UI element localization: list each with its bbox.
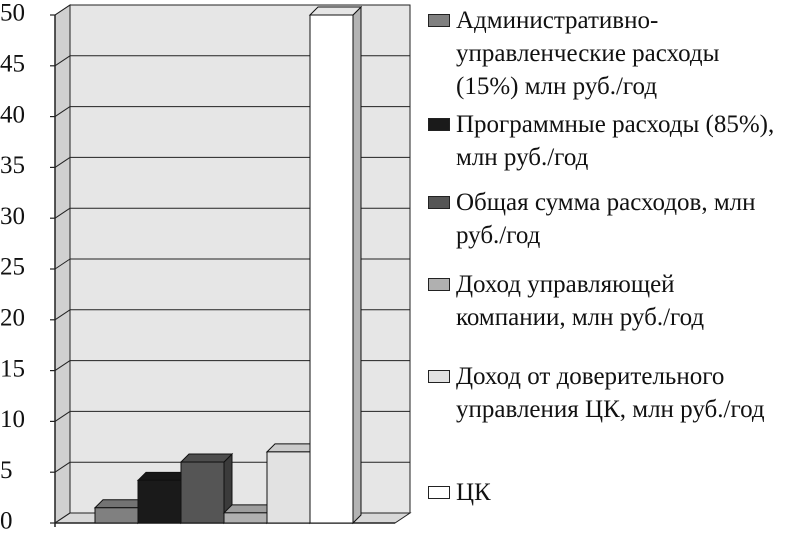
grid-line xyxy=(54,156,71,168)
bar-front xyxy=(137,479,182,524)
legend-label: Доход управляющей компании, млн руб./год xyxy=(456,271,705,331)
y-tick-label: 5 xyxy=(0,457,13,484)
legend-swatch xyxy=(428,486,450,499)
legend-item: Административно-управленческие расходы (… xyxy=(428,4,788,103)
y-tick-label: 10 xyxy=(0,406,25,433)
y-tick-label: 45 xyxy=(0,51,25,78)
bar-top xyxy=(179,453,234,463)
y-tick-label: 40 xyxy=(0,101,25,128)
grid-line xyxy=(54,55,71,67)
bar-front xyxy=(94,507,139,524)
legend-swatch xyxy=(428,278,450,291)
legend-label: Доход от доверительного управления ЦК, м… xyxy=(456,363,765,423)
y-tick-label: 30 xyxy=(0,203,25,230)
grid-line xyxy=(54,410,71,422)
y-tick-label: 35 xyxy=(0,152,25,179)
bar xyxy=(179,452,234,525)
bar-front xyxy=(309,14,354,524)
grid-line xyxy=(54,258,71,270)
legend-swatch xyxy=(428,196,450,209)
grid-line xyxy=(54,309,71,321)
bar-top xyxy=(308,6,363,16)
legend-item: Общая сумма расходов, млн руб./год xyxy=(428,186,788,252)
legend-label: ЦК xyxy=(456,479,491,506)
legend-label: Программные расходы (85%), млн руб./год xyxy=(456,111,775,171)
y-tick-label: 50 xyxy=(0,0,25,27)
y-tick-label: 15 xyxy=(0,355,25,382)
y-tick-label: 25 xyxy=(0,254,25,281)
legend-swatch xyxy=(428,118,450,131)
bar xyxy=(308,5,363,525)
legend-item: Программные расходы (85%), млн руб./год xyxy=(428,108,788,174)
y-tick-label: 20 xyxy=(0,305,25,332)
grid-line xyxy=(54,360,71,372)
legend-swatch xyxy=(428,370,450,383)
legend-item: Доход управляющей компании, млн руб./год xyxy=(428,268,788,334)
grid-line xyxy=(54,4,71,16)
grid-line xyxy=(54,207,71,219)
legend-item: Доход от доверительного управления ЦК, м… xyxy=(428,360,788,426)
bar-side xyxy=(352,5,362,525)
legend-label: Административно-управленческие расходы (… xyxy=(456,7,720,100)
legend-label: Общая сумма расходов, млн руб./год xyxy=(456,189,756,249)
y-tick-label: 0 xyxy=(0,508,13,535)
bar-front xyxy=(223,512,268,524)
grid-line xyxy=(54,106,71,118)
bar-front xyxy=(180,461,225,524)
bar-front xyxy=(266,451,311,524)
grid-line xyxy=(54,512,71,524)
grid-line xyxy=(54,461,71,473)
legend-item: ЦК xyxy=(428,476,788,509)
legend-swatch xyxy=(428,14,450,27)
